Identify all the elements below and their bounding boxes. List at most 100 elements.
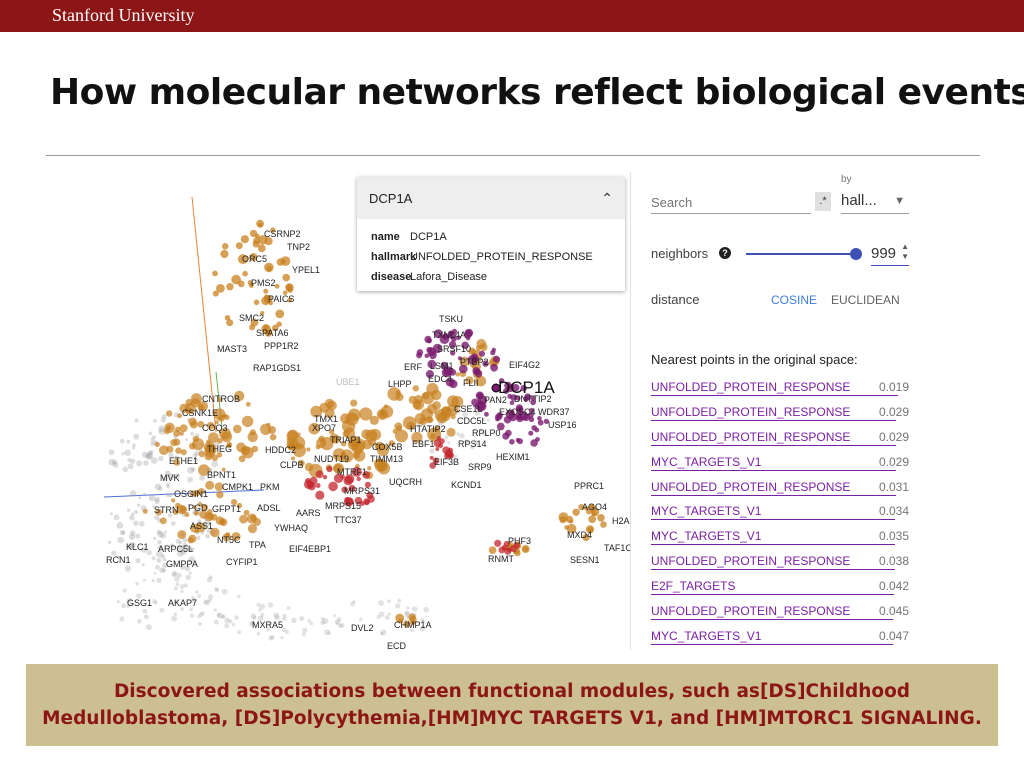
embedding-point[interactable] (320, 616, 325, 621)
embedding-point[interactable] (291, 617, 297, 624)
embedding-point[interactable] (146, 550, 152, 556)
search-by-select[interactable]: hall... ▼ (841, 188, 909, 214)
embedding-point[interactable] (474, 369, 483, 378)
embedding-point[interactable] (154, 499, 160, 505)
embedding-point[interactable] (249, 253, 258, 262)
embedding-point[interactable] (131, 512, 135, 516)
embedding-point[interactable] (432, 457, 440, 465)
embedding-point[interactable] (210, 527, 220, 538)
embedding-point[interactable] (190, 547, 195, 552)
embedding-point[interactable] (435, 447, 440, 451)
embedding-point[interactable] (367, 466, 372, 471)
embedding-point[interactable] (141, 546, 148, 553)
embedding-point[interactable] (441, 406, 451, 416)
embedding-point[interactable] (303, 479, 313, 489)
embedding-point[interactable] (429, 455, 434, 460)
embedding-point[interactable] (126, 439, 131, 444)
embedding-point[interactable] (111, 550, 117, 556)
embedding-point[interactable] (404, 610, 410, 616)
nearest-point-row[interactable]: UNFOLDED_PROTEIN_RESPONSE 0.038 (651, 550, 911, 575)
embedding-point[interactable] (436, 436, 442, 441)
embedding-point[interactable] (260, 311, 265, 316)
embedding-point[interactable] (133, 520, 139, 526)
embedding-point[interactable] (190, 393, 202, 405)
embedding-point[interactable] (197, 594, 201, 598)
embedding-point[interactable] (212, 270, 218, 277)
embedding-point[interactable] (184, 512, 190, 518)
embedding-point[interactable] (505, 429, 512, 437)
embedding-point[interactable] (387, 612, 391, 616)
embedding-point[interactable] (200, 611, 205, 616)
embedding-point[interactable] (456, 335, 461, 340)
embedding-point[interactable] (448, 340, 457, 349)
embedding-point[interactable] (119, 616, 125, 622)
embedding-point[interactable] (156, 577, 162, 584)
embedding-point[interactable] (203, 520, 211, 527)
embedding-point[interactable] (376, 614, 381, 619)
nearest-point-row[interactable]: UNFOLDED_PROTEIN_RESPONSE 0.019 (651, 376, 911, 401)
embedding-point[interactable] (587, 526, 594, 533)
embedding-point[interactable] (196, 535, 201, 541)
embedding-point[interactable] (149, 450, 154, 455)
embedding-point[interactable] (158, 425, 166, 433)
embedding-point[interactable] (221, 588, 228, 595)
embedding-point[interactable] (171, 498, 176, 503)
embedding-point[interactable] (235, 242, 243, 250)
embedding-point[interactable] (119, 530, 125, 536)
embedding-point[interactable] (168, 493, 173, 498)
embedding-point[interactable] (197, 614, 201, 619)
embedding-point[interactable] (175, 447, 182, 455)
embedding-point[interactable] (211, 460, 219, 468)
embedding-point[interactable] (207, 594, 214, 600)
embedding-point[interactable] (148, 431, 153, 436)
embedding-point[interactable] (177, 413, 183, 419)
embedding-point[interactable] (439, 334, 450, 345)
embedding-point[interactable] (327, 631, 331, 635)
regex-toggle-button[interactable]: .* (815, 192, 831, 211)
embedding-point[interactable] (250, 613, 257, 620)
embedding-point[interactable] (189, 442, 196, 450)
embedding-point[interactable] (482, 418, 486, 422)
embedding-point[interactable] (468, 347, 476, 355)
embedding-point[interactable] (412, 385, 419, 392)
embedding-point[interactable] (188, 556, 195, 563)
neighbors-slider-track[interactable] (746, 253, 856, 255)
embedding-point[interactable] (249, 429, 256, 436)
embedding-point[interactable] (504, 381, 512, 390)
embedding-point[interactable] (194, 450, 200, 456)
embedding-point[interactable] (174, 586, 179, 591)
embedding-point[interactable] (369, 415, 379, 425)
embedding-point[interactable] (154, 601, 158, 605)
embedding-point[interactable] (308, 422, 320, 435)
embedding-point[interactable] (176, 545, 182, 550)
embedding-point[interactable] (214, 420, 219, 425)
embedding-point[interactable] (179, 424, 188, 433)
embedding-point[interactable] (504, 547, 512, 555)
embedding-point[interactable] (281, 627, 287, 632)
embedding-point[interactable] (234, 390, 245, 402)
embedding-point[interactable] (531, 425, 537, 431)
embedding-point[interactable] (375, 441, 385, 451)
embedding-point[interactable] (208, 575, 213, 580)
embedding-point[interactable] (176, 504, 187, 515)
selected-point-marker[interactable] (491, 383, 501, 393)
embedding-point[interactable] (430, 433, 437, 440)
embedding-point[interactable] (224, 315, 231, 321)
embedding-point[interactable] (310, 405, 323, 418)
embedding-point[interactable] (247, 524, 258, 534)
embedding-point[interactable] (208, 598, 212, 602)
embedding-point[interactable] (249, 621, 256, 627)
embedding-point[interactable] (180, 589, 184, 594)
embedding-point[interactable] (503, 416, 512, 424)
nearest-point-row[interactable]: UNFOLDED_PROTEIN_RESPONSE 0.029 (651, 426, 911, 451)
embedding-point[interactable] (257, 615, 264, 622)
embedding-point[interactable] (326, 466, 333, 473)
embedding-point[interactable] (187, 466, 194, 474)
embedding-point[interactable] (152, 435, 156, 440)
embedding-point[interactable] (138, 496, 142, 500)
nearest-point-name[interactable]: MYC_TARGETS_V1 (651, 504, 762, 519)
embedding-point[interactable] (530, 399, 536, 406)
embedding-point[interactable] (203, 441, 215, 453)
embedding-point[interactable] (243, 509, 250, 516)
embedding-point[interactable] (173, 436, 177, 440)
